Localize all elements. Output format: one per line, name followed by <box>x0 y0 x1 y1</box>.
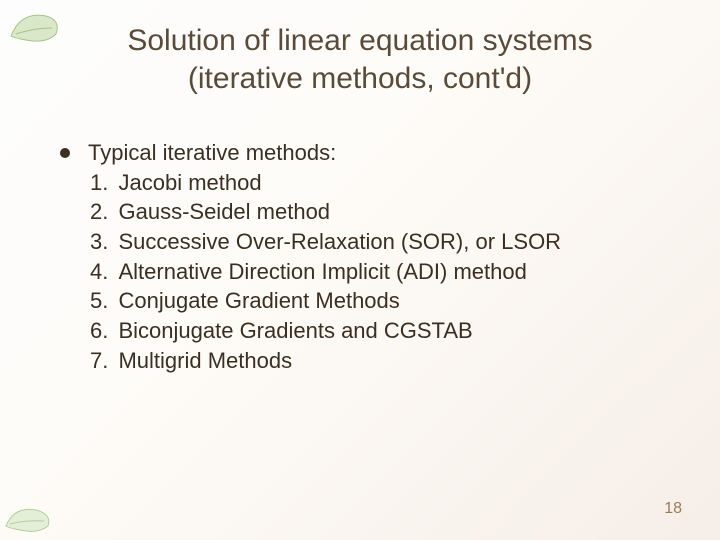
list-item: 6. Biconjugate Gradients and CGSTAB <box>90 316 680 346</box>
item-text: Multigrid Methods <box>118 348 292 373</box>
item-number: 5. <box>90 288 108 313</box>
item-number: 4. <box>90 259 108 284</box>
bullet-item: Typical iterative methods: 1. Jacobi met… <box>60 138 680 376</box>
slide-title: Solution of linear equation systems (ite… <box>0 22 720 97</box>
item-text: Jacobi method <box>118 170 261 195</box>
item-number: 6. <box>90 318 108 343</box>
item-text: Biconjugate Gradients and CGSTAB <box>118 318 472 343</box>
item-number: 3. <box>90 229 108 254</box>
list-item: 1. Jacobi method <box>90 168 680 198</box>
list-item: 4. Alternative Direction Implicit (ADI) … <box>90 257 680 287</box>
methods-list: 1. Jacobi method 2. Gauss-Seidel method … <box>90 168 680 376</box>
content-area: Typical iterative methods: 1. Jacobi met… <box>60 138 680 376</box>
item-text: Gauss-Seidel method <box>118 199 330 224</box>
title-line-2: (iterative methods, cont'd) <box>188 62 532 95</box>
page-number: 18 <box>664 500 682 518</box>
title-line-1: Solution of linear equation systems <box>127 24 592 57</box>
list-item: 5. Conjugate Gradient Methods <box>90 286 680 316</box>
slide: Solution of linear equation systems (ite… <box>0 0 720 540</box>
bullet-body: Typical iterative methods: 1. Jacobi met… <box>88 138 680 376</box>
list-item: 7. Multigrid Methods <box>90 346 680 376</box>
item-text: Alternative Direction Implicit (ADI) met… <box>118 259 526 284</box>
bullet-heading: Typical iterative methods: <box>88 138 680 168</box>
item-number: 7. <box>90 348 108 373</box>
leaf-decoration-bottom <box>2 502 58 536</box>
item-number: 2. <box>90 199 108 224</box>
item-text: Successive Over-Relaxation (SOR), or LSO… <box>118 229 561 254</box>
bullet-dot-icon <box>60 148 70 158</box>
list-item: 2. Gauss-Seidel method <box>90 197 680 227</box>
list-item: 3. Successive Over-Relaxation (SOR), or … <box>90 227 680 257</box>
item-number: 1. <box>90 170 108 195</box>
item-text: Conjugate Gradient Methods <box>118 288 399 313</box>
